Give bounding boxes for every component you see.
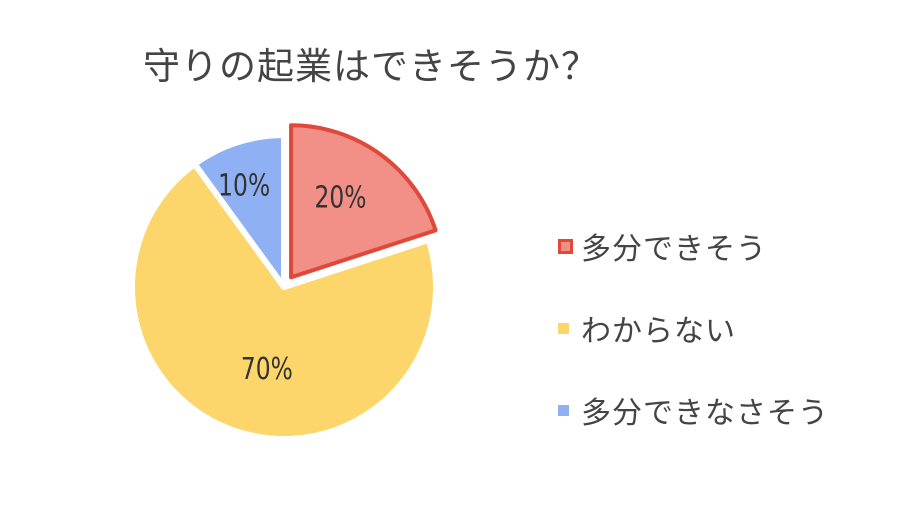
legend-swatch-2 <box>558 404 569 416</box>
legend-item-0: 多分できそう <box>558 205 829 287</box>
legend-item-1: わからない <box>558 287 829 369</box>
pie-slice-1 <box>129 161 439 442</box>
legend-item-2: 多分できなさそう <box>558 369 829 451</box>
pie-slice-0 <box>289 123 438 280</box>
legend-swatch-0 <box>558 238 573 254</box>
legend: 多分できそう わからない多分できなさそう <box>558 205 829 451</box>
legend-label-1: わからない <box>581 314 736 349</box>
chart-title: 守りの起業はできそうか？ <box>143 45 599 88</box>
legend-swatch-1 <box>558 322 569 334</box>
data-label-1: 70% <box>241 352 293 387</box>
data-label-0: 20% <box>314 181 366 216</box>
legend-label-0: 多分できそう <box>581 232 767 267</box>
legend-label-2: 多分できなさそう <box>581 396 829 431</box>
pie-slice-2 <box>191 132 287 290</box>
data-label-2: 10% <box>218 169 270 204</box>
